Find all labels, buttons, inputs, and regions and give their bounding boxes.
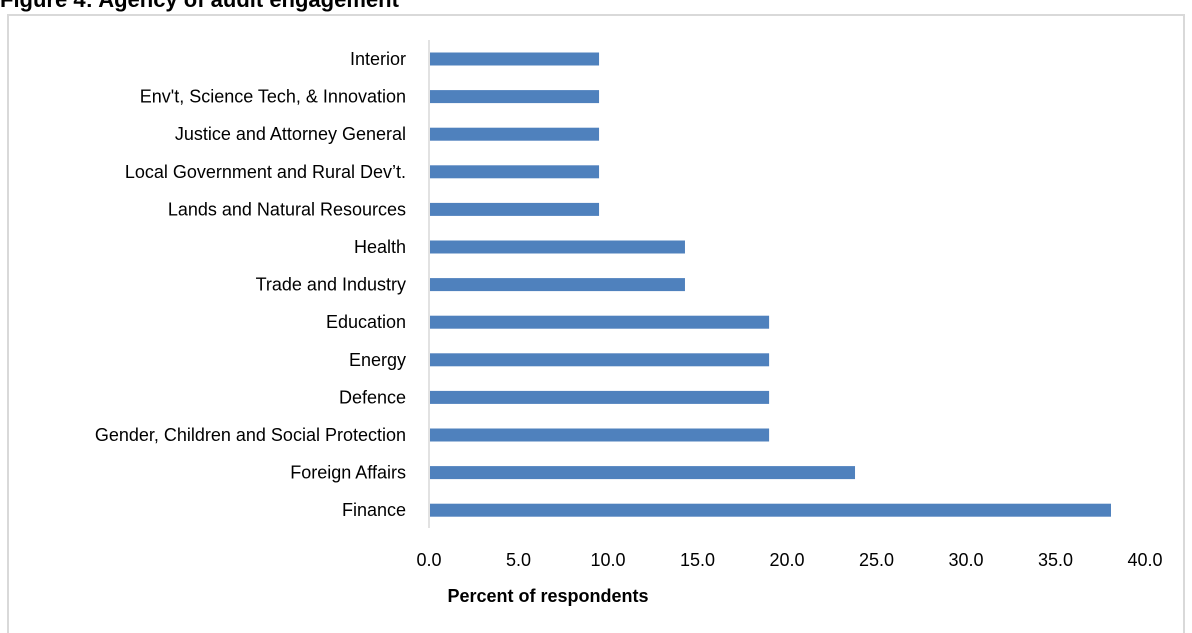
category-label: Env't, Science Tech, & Innovation (140, 87, 406, 107)
x-tick-label: 5.0 (506, 550, 531, 570)
bar (430, 503, 1111, 517)
category-labels-layer: Interior Env't, Science Tech, & Innovatio… (95, 49, 406, 520)
x-tick-label: 35.0 (1038, 550, 1073, 570)
bars-layer (430, 52, 1111, 517)
x-tick-label: 20.0 (769, 550, 804, 570)
category-label: Interior (350, 49, 406, 69)
bar (430, 353, 770, 367)
bar (430, 466, 856, 480)
x-tick-label: 25.0 (859, 550, 894, 570)
category-label: Gender, Children and Social Protection (95, 425, 406, 445)
bar (430, 315, 770, 329)
bar (430, 428, 770, 442)
bar (430, 127, 600, 141)
x-tick-label: 10.0 (590, 550, 625, 570)
category-label: Local Government and Rural Dev’t. (125, 162, 406, 182)
category-label: Defence (339, 387, 406, 407)
category-label: Finance (342, 500, 406, 520)
category-label: Education (326, 312, 406, 332)
x-tick-labels-layer: 0.0 5.0 10.0 15.0 20.0 25.0 30.0 35.0 40.0 (416, 550, 1162, 570)
category-label: Justice and Attorney General (175, 124, 406, 144)
x-axis-title: Percent of respondents (447, 586, 648, 606)
x-tick-label: 15.0 (680, 550, 715, 570)
category-label: Energy (349, 350, 406, 370)
bar (430, 278, 685, 292)
x-tick-label: 0.0 (416, 550, 441, 570)
bar (430, 90, 600, 104)
figure-caption: Figure 4: Agency of audit engagement (0, 0, 399, 14)
category-label: Trade and Industry (256, 275, 406, 295)
category-label: Foreign Affairs (290, 463, 406, 483)
x-tick-label: 30.0 (948, 550, 983, 570)
x-tick-label: 40.0 (1127, 550, 1162, 570)
bar (430, 202, 600, 216)
bar (430, 165, 600, 179)
category-label: Health (354, 237, 406, 257)
bar (430, 390, 770, 404)
category-label: Lands and Natural Resources (168, 199, 406, 219)
bar (430, 240, 685, 254)
bar (430, 52, 600, 66)
